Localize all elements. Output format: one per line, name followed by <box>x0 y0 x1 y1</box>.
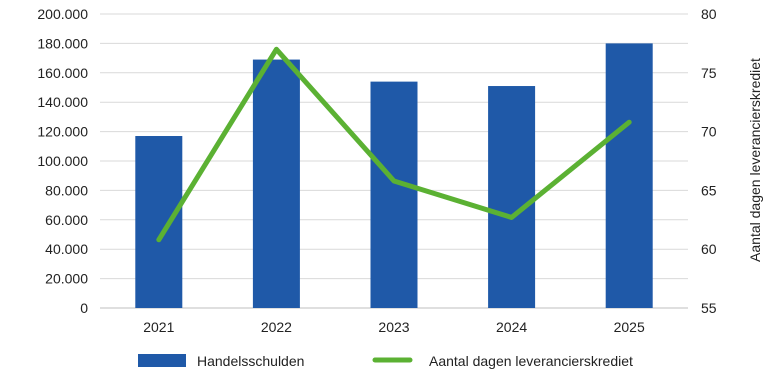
left-y-tick-label: 40.000 <box>45 241 88 257</box>
left-y-tick-label: 140.000 <box>37 94 88 110</box>
bar <box>488 86 536 308</box>
left-y-tick-label: 0 <box>80 300 88 316</box>
bar <box>605 43 653 309</box>
x-tick-label: 2021 <box>143 319 174 335</box>
legend-bar-label: Handelsschulden <box>197 353 304 369</box>
right-y-tick-label: 70 <box>701 124 717 140</box>
line-series <box>156 46 632 243</box>
left-y-tick-label: 180.000 <box>37 35 88 51</box>
right-y-axis-label: Aantal dagen leverancierskrediet <box>747 58 763 262</box>
line-point <box>158 239 160 241</box>
bar <box>370 81 418 309</box>
left-y-tick-label: 80.000 <box>45 182 88 198</box>
left-y-tick-label: 200.000 <box>37 6 88 22</box>
x-tick-label: 2025 <box>614 319 645 335</box>
left-y-tick-label: 120.000 <box>37 124 88 140</box>
left-y-axis: 0 20.000 40.000 60.000 80.000 100.000 120.000 1… <box>37 6 88 316</box>
right-y-tick-label: 60 <box>701 241 717 257</box>
line-point <box>275 48 277 50</box>
bar <box>252 59 300 308</box>
legend-line-label: Aantal dagen leverancierskrediet <box>429 353 633 369</box>
line-point <box>393 180 395 182</box>
x-tick-label: 2024 <box>496 319 527 335</box>
line-point <box>511 216 513 218</box>
right-y-tick-label: 65 <box>701 182 717 198</box>
right-y-axis: 55 60 65 70 75 80 <box>701 6 717 316</box>
right-y-tick-label: 75 <box>701 65 717 81</box>
legend: Handelsschulden Aantal dagen leverancier… <box>138 353 633 369</box>
right-y-tick-label: 55 <box>701 300 717 316</box>
bar-series <box>135 43 653 309</box>
line-point <box>628 121 630 123</box>
legend-bar-swatch <box>138 354 186 367</box>
left-y-tick-label: 100.000 <box>37 153 88 169</box>
x-tick-label: 2023 <box>378 319 409 335</box>
left-y-tick-label: 160.000 <box>37 65 88 81</box>
right-y-tick-label: 80 <box>701 6 717 22</box>
bar <box>135 136 183 308</box>
x-axis: 2021 2022 2023 2024 2025 <box>143 319 645 335</box>
x-tick-label: 2022 <box>261 319 292 335</box>
left-y-tick-label: 60.000 <box>45 212 88 228</box>
left-y-tick-label: 20.000 <box>45 271 88 287</box>
